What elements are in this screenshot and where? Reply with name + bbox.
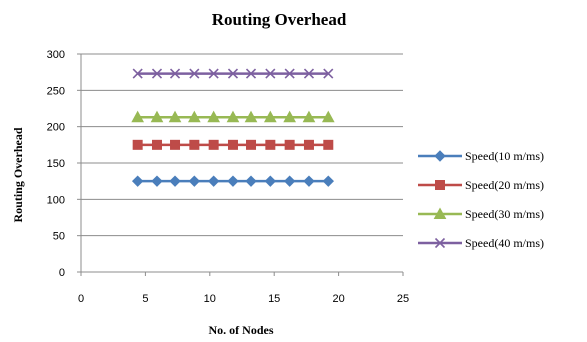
- data-point: [169, 175, 181, 187]
- series-1: [131, 175, 335, 187]
- data-point: [283, 175, 296, 187]
- x-marker-stroke: [303, 68, 315, 79]
- x-marker-stroke: [169, 68, 181, 79]
- legend-item: Speed(10 m/ms): [418, 149, 544, 163]
- x-marker-stroke: [245, 68, 257, 79]
- series-3: [131, 110, 335, 123]
- data-point: [303, 175, 315, 187]
- legend-item: Speed(20 m/ms): [418, 178, 544, 192]
- data-point: [189, 139, 200, 150]
- data-point: [283, 110, 297, 123]
- data-point: [246, 139, 257, 150]
- data-point: [168, 110, 182, 123]
- y-tick-label: 0: [59, 267, 65, 279]
- x-marker-stroke: [227, 68, 239, 79]
- data-point: [227, 68, 239, 79]
- legend: Speed(10 m/ms) Speed(20 m/ms) Speed(30 m/m…: [418, 149, 544, 250]
- x-marker-stroke: [265, 68, 276, 79]
- data-point: [151, 139, 162, 150]
- data-point: [265, 68, 276, 79]
- data-point: [227, 175, 239, 187]
- x-marker-stroke: [132, 68, 143, 79]
- x-marker-stroke: [208, 68, 219, 79]
- legend-swatch-marker: [434, 237, 446, 249]
- legend-swatch-marker: [435, 180, 445, 190]
- data-point: [302, 110, 316, 123]
- data-point: [150, 110, 164, 123]
- grid-layer: [81, 53, 403, 237]
- y-tick-label: 250: [47, 85, 65, 97]
- data-point: [263, 110, 277, 123]
- data-point: [208, 68, 219, 79]
- series-layer: [131, 68, 335, 187]
- y-tick-label: 100: [47, 194, 65, 206]
- data-point: [208, 139, 219, 150]
- data-point: [131, 110, 145, 123]
- x-tick-label: 25: [397, 293, 409, 305]
- chart-title: Routing Overhead: [212, 10, 347, 29]
- data-point: [227, 139, 238, 150]
- data-point: [284, 139, 295, 150]
- x-axis-label: No. of Nodes: [209, 323, 274, 337]
- x-tick-label: 15: [268, 293, 280, 305]
- y-tick-label: 200: [47, 122, 65, 134]
- y-tick-label: 150: [47, 158, 65, 170]
- y-tick-label: 300: [47, 49, 65, 61]
- legend-item: Speed(30 m/ms): [418, 207, 544, 221]
- y-tick-label: 50: [53, 231, 65, 243]
- legend-label: Speed(30 m/ms): [465, 207, 544, 221]
- x-marker-stroke: [434, 237, 446, 249]
- data-point: [226, 110, 240, 123]
- data-point: [132, 68, 143, 79]
- legend-swatch-marker: [434, 150, 446, 162]
- data-point: [323, 139, 334, 150]
- data-point: [151, 175, 163, 187]
- data-point: [189, 68, 200, 79]
- x-marker-stroke: [189, 68, 200, 79]
- data-point: [151, 68, 163, 79]
- x-marker-stroke: [151, 68, 163, 79]
- data-point: [322, 175, 335, 187]
- legend-item: Speed(40 m/ms): [418, 236, 544, 250]
- data-point: [207, 175, 220, 187]
- data-point: [284, 68, 295, 79]
- series-2: [132, 139, 334, 150]
- data-point: [187, 110, 201, 123]
- data-point: [132, 139, 143, 150]
- data-point: [131, 175, 144, 187]
- data-point: [264, 175, 277, 187]
- data-point: [170, 139, 181, 150]
- legend-swatch-marker: [433, 207, 447, 219]
- axes-layer: 0 50 100 150 200 250 300 0 5 10 15 20 25: [47, 49, 409, 305]
- data-point: [244, 110, 258, 123]
- data-point: [169, 68, 181, 79]
- legend-label: Speed(40 m/ms): [465, 236, 544, 250]
- x-tick-label: 20: [332, 293, 344, 305]
- x-tick-label: 10: [204, 293, 216, 305]
- x-tick-label: 0: [78, 293, 84, 305]
- series-4: [132, 68, 334, 79]
- data-point: [323, 68, 334, 79]
- legend-label: Speed(20 m/ms): [465, 178, 544, 192]
- x-tick-label: 5: [142, 293, 148, 305]
- data-point: [321, 110, 335, 123]
- data-point: [303, 139, 314, 150]
- data-point: [265, 139, 276, 150]
- data-point: [303, 68, 315, 79]
- data-point: [188, 175, 201, 187]
- legend-label: Speed(10 m/ms): [465, 149, 544, 163]
- data-point: [245, 68, 257, 79]
- x-marker-stroke: [284, 68, 295, 79]
- y-axis-label: Routing Overhead: [11, 127, 25, 222]
- data-point: [207, 110, 221, 123]
- data-point: [245, 175, 257, 187]
- x-marker-stroke: [323, 68, 334, 79]
